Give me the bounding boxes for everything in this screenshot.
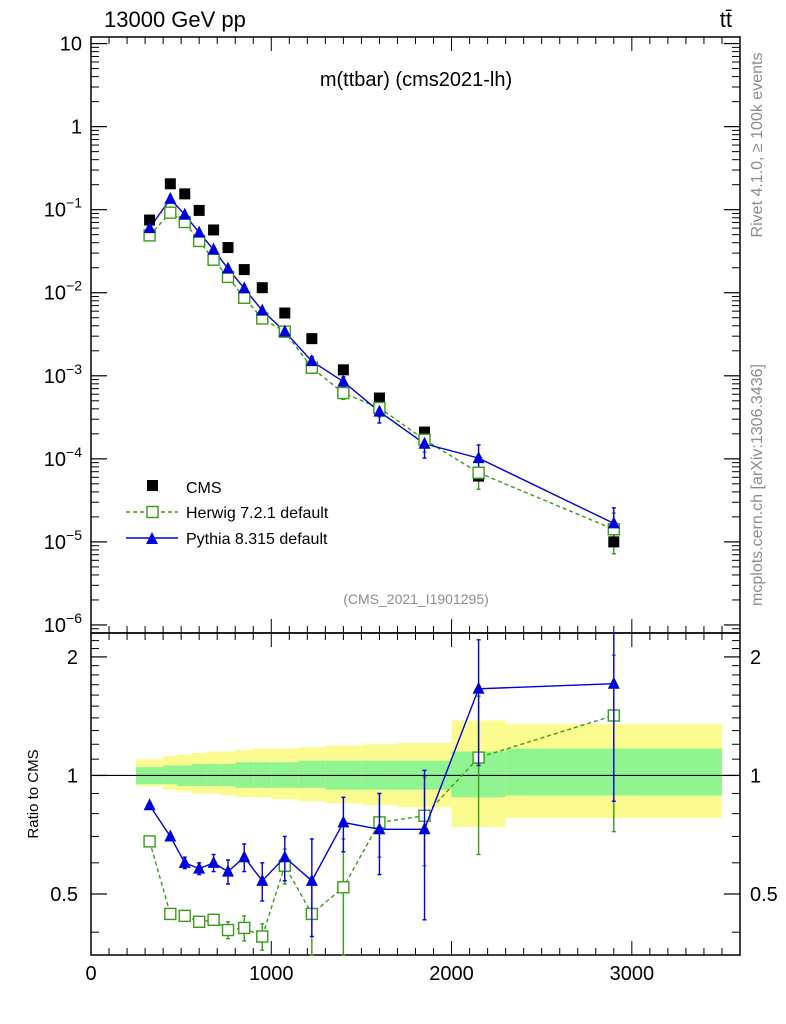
- cms-data-point: [179, 188, 191, 200]
- pythia-main-point: [337, 374, 350, 387]
- herwig-ratio-point: [221, 923, 235, 937]
- pythia-main-point: [418, 436, 431, 449]
- cms-data-point: [279, 307, 291, 319]
- cms-data-point: [256, 282, 268, 294]
- legend: CMS Herwig 7.2.1 default Pythia 8.315 de…: [126, 480, 329, 548]
- pythia-main-point: [373, 404, 386, 417]
- pythia-main-point: [278, 324, 291, 337]
- herwig-main-point: [164, 206, 177, 219]
- herwig-ratio-point: [256, 930, 269, 943]
- main-y-tick-label: 10−4: [44, 444, 82, 471]
- x-tick-label: 1000: [249, 963, 294, 985]
- process-label: tt̄: [720, 7, 732, 32]
- pythia-main-point: [238, 281, 251, 294]
- cms-data-point: [608, 536, 620, 548]
- herwig-ratio-point: [192, 915, 206, 928]
- x-tick-label: 3000: [610, 963, 655, 985]
- pythia-ratio-point: [238, 850, 251, 863]
- pythia-ratio-point: [193, 861, 206, 874]
- cms-data-point: [238, 264, 250, 276]
- pythia-ratio-point: [143, 798, 156, 811]
- cms-data-point: [419, 426, 431, 438]
- pythia-main-point: [193, 225, 206, 238]
- pythia-main-point: [222, 261, 235, 274]
- cms-data-point: [193, 204, 205, 216]
- ratio-band-inner: [298, 760, 326, 788]
- energy-label: 13000 GeV pp: [104, 7, 246, 32]
- ratio-y-tick-label: 1: [67, 765, 78, 787]
- pythia-ratio-point: [607, 676, 620, 689]
- cms-data-point: [373, 392, 385, 404]
- pythia-ratio-point: [222, 864, 235, 877]
- ratio-data-series: [143, 632, 621, 956]
- cms-data-point: [208, 224, 220, 236]
- ratio-y-axis-label: Ratio to CMS: [25, 749, 42, 838]
- ratio-y-tick-label: 1: [750, 765, 761, 787]
- pythia-ratio-point: [178, 855, 191, 868]
- legend-herwig-label: Herwig 7.2.1 default: [186, 505, 329, 522]
- main-data-series: [143, 178, 621, 555]
- herwig-ratio-point: [164, 907, 177, 921]
- pythia-ratio-point: [373, 822, 386, 835]
- pythia-ratio-point: [164, 829, 177, 842]
- pythia-ratio-point: [256, 873, 269, 886]
- cms-data-point: [144, 214, 156, 226]
- cms-data-point: [164, 178, 176, 190]
- pythia-ratio-point: [472, 681, 485, 694]
- main-y-tick-label: 10−1: [44, 195, 82, 222]
- herwig-ratio-point: [178, 909, 191, 923]
- herwig-ratio-point: [238, 921, 251, 935]
- pythia-ratio-point: [337, 815, 350, 828]
- legend-pythia-marker: [146, 532, 158, 544]
- ratio-y-tick-label: 2: [67, 647, 78, 669]
- cms-data-point: [306, 333, 318, 345]
- herwig-ratio-point: [337, 881, 350, 894]
- mcplots-label: mcplots.cern.ch [arXiv:1306.3436]: [749, 364, 766, 606]
- cms-data-point: [337, 364, 349, 376]
- analysis-id: (CMS_2021_I1901295): [343, 591, 489, 607]
- pythia-main-point: [607, 516, 620, 529]
- pythia-ratio-point: [207, 855, 220, 868]
- x-tick-label: 0: [85, 963, 96, 985]
- pythia-main-point: [305, 354, 318, 367]
- rivet-version-label: Rivet 4.1.0, ≥ 100k events: [749, 53, 766, 238]
- herwig-main-point: [337, 386, 350, 400]
- pythia-ratio-point: [305, 873, 318, 886]
- ratio-y-tick-label: 0.5: [50, 884, 78, 906]
- main-y-tick-label: 10−6: [44, 610, 82, 637]
- herwig-main-point: [207, 253, 220, 266]
- pythia-main-point: [256, 303, 269, 316]
- pythia-main-point: [472, 451, 485, 464]
- pythia-main-point: [143, 221, 156, 234]
- main-y-tick-label: 10−3: [44, 361, 82, 388]
- legend-cms-label: CMS: [186, 480, 222, 497]
- cms-data-point: [222, 242, 234, 254]
- main-y-tick-label: 10−2: [44, 278, 82, 305]
- legend-herwig-marker: [146, 505, 159, 519]
- pythia-ratio-point: [278, 850, 291, 863]
- main-y-tick-label: 1: [71, 117, 82, 139]
- legend-pythia-label: Pythia 8.315 default: [186, 531, 328, 548]
- herwig-ratio-point: [207, 913, 220, 926]
- herwig-ratio-line: [148, 714, 615, 938]
- pythia-main-point: [207, 242, 220, 255]
- herwig-main-point: [238, 291, 251, 304]
- herwig-main-point: [472, 466, 485, 479]
- legend-cms-marker: [147, 480, 158, 491]
- herwig-ratio-point: [143, 835, 156, 848]
- main-y-tick-label: 10: [60, 34, 82, 56]
- ratio-y-tick-label: 2: [750, 647, 761, 669]
- ratio-y-tick-label: 0.5: [750, 884, 778, 906]
- pythia-main-point: [178, 207, 191, 220]
- pythia-ratio-point: [418, 822, 431, 835]
- ratio-axes: 0.5 0.5 1 1 2 2 0 1000 2000 3000: [50, 633, 778, 985]
- plot-title: m(ttbar) (cms2021-lh): [320, 69, 512, 91]
- main-y-tick-label: 10−5: [44, 527, 82, 554]
- x-tick-label: 2000: [429, 963, 474, 985]
- main-y-axis: 10 1 10−1 10−2 10−3 10−4 10−5 10−6: [44, 34, 741, 637]
- pythia-main-point: [164, 191, 177, 204]
